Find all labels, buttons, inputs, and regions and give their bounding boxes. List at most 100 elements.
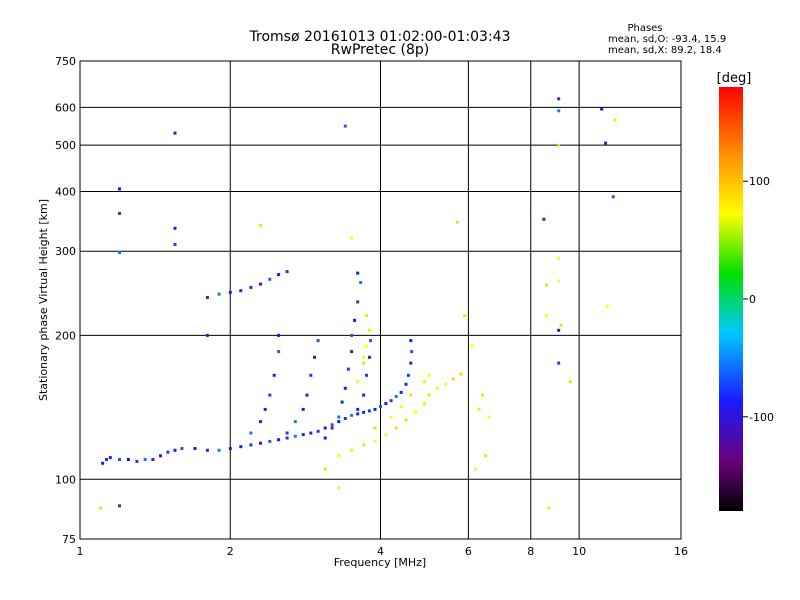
o-mode-point bbox=[173, 226, 177, 230]
x-mode-point bbox=[474, 467, 477, 471]
o-mode-point bbox=[249, 285, 253, 289]
x-mode-point bbox=[427, 393, 431, 397]
o-mode-point bbox=[239, 289, 243, 293]
x-mode-point bbox=[259, 223, 262, 227]
o-mode-point bbox=[343, 124, 347, 128]
y-tick-labels: 75 100 200 300 400 500 600 750 bbox=[55, 55, 76, 546]
x-mode-point bbox=[444, 382, 448, 386]
x-mode-point bbox=[606, 304, 609, 308]
o-mode-point bbox=[409, 361, 413, 365]
o-mode-point bbox=[259, 420, 262, 424]
o-mode-point bbox=[406, 373, 410, 377]
o-mode-point bbox=[259, 282, 262, 286]
o-mode-point bbox=[346, 367, 350, 371]
x-mode-point bbox=[559, 323, 563, 327]
o-mode-point bbox=[365, 373, 368, 377]
x-mode-point bbox=[451, 377, 455, 381]
x-mode-point bbox=[350, 448, 354, 452]
o-mode-point bbox=[151, 458, 155, 461]
o-mode-point bbox=[118, 211, 121, 215]
o-mode-point bbox=[118, 251, 121, 255]
o-mode-point bbox=[166, 450, 170, 454]
o-mode-point bbox=[217, 448, 221, 452]
o-mode-point bbox=[410, 350, 414, 354]
x-mode-point bbox=[367, 328, 371, 332]
o-mode-point bbox=[259, 441, 262, 445]
data-points bbox=[99, 97, 617, 510]
o-mode-point bbox=[350, 333, 354, 337]
o-mode-point bbox=[604, 141, 608, 145]
o-mode-point bbox=[557, 361, 561, 365]
o-mode-point bbox=[277, 438, 281, 442]
x-mode-point bbox=[544, 314, 548, 318]
x-mode-point bbox=[470, 344, 474, 348]
o-mode-point bbox=[356, 300, 360, 304]
x-mode-point bbox=[435, 386, 439, 390]
chart-title: Tromsø 20161013 01:02:00-01:03:43 bbox=[249, 29, 511, 45]
y-tick-label: 75 bbox=[62, 533, 76, 546]
x-mode-point bbox=[463, 314, 467, 318]
o-mode-point bbox=[557, 97, 561, 101]
x-mode-point bbox=[557, 143, 561, 147]
o-mode-point bbox=[330, 426, 334, 430]
o-mode-point bbox=[126, 458, 130, 461]
x-mode-point bbox=[362, 355, 366, 359]
o-mode-point bbox=[268, 393, 272, 397]
o-mode-point bbox=[337, 415, 341, 419]
x-mode-point bbox=[362, 443, 366, 447]
o-mode-point bbox=[205, 448, 209, 452]
o-mode-point bbox=[173, 131, 177, 135]
o-mode-point bbox=[301, 433, 305, 437]
x-mode-point bbox=[427, 373, 431, 377]
x-mode-point bbox=[484, 454, 488, 458]
o-mode-point bbox=[557, 328, 561, 332]
y-tick-label: 600 bbox=[55, 101, 76, 114]
o-mode-point bbox=[367, 355, 371, 359]
o-mode-point bbox=[384, 402, 388, 406]
x-mode-point bbox=[547, 506, 551, 510]
o-mode-point bbox=[309, 431, 313, 435]
o-mode-point bbox=[309, 373, 313, 377]
phase-o-stats: mean, sd,O: -93.4, 15.9 bbox=[608, 34, 726, 45]
x-tick-label: 4 bbox=[377, 545, 384, 558]
o-mode-point bbox=[285, 270, 289, 274]
o-mode-point bbox=[249, 431, 253, 435]
x-tick-labels: 1 2 4 6 8 10 16 bbox=[77, 545, 689, 558]
o-mode-point bbox=[173, 242, 177, 246]
x-mode-point bbox=[455, 220, 459, 224]
o-mode-point bbox=[323, 426, 327, 430]
o-mode-point bbox=[293, 420, 297, 424]
x-mode-point bbox=[323, 467, 327, 471]
x-tick-label: 8 bbox=[527, 545, 534, 558]
x-mode-point bbox=[557, 279, 561, 283]
x-mode-point bbox=[362, 361, 366, 365]
x-mode-point bbox=[423, 380, 426, 384]
x-mode-point bbox=[350, 236, 354, 240]
o-mode-point bbox=[301, 407, 305, 411]
o-mode-point bbox=[228, 290, 232, 294]
x-mode-point bbox=[557, 256, 561, 260]
y-tick-label: 500 bbox=[55, 139, 76, 152]
o-mode-point bbox=[277, 273, 281, 277]
o-mode-point bbox=[316, 339, 320, 343]
o-mode-point bbox=[173, 448, 177, 452]
o-mode-point bbox=[143, 458, 147, 461]
o-mode-point bbox=[362, 393, 366, 397]
o-mode-point bbox=[313, 355, 316, 359]
o-mode-point bbox=[277, 333, 281, 337]
x-mode-point bbox=[99, 506, 103, 510]
x-mode-point bbox=[394, 426, 398, 430]
x-mode-point bbox=[373, 426, 377, 430]
o-mode-point bbox=[268, 277, 272, 281]
o-mode-point bbox=[118, 187, 121, 191]
o-mode-point bbox=[369, 339, 372, 343]
o-mode-point bbox=[356, 271, 360, 275]
colorbar-tick-label: -100 bbox=[749, 411, 774, 424]
o-mode-point bbox=[340, 400, 344, 404]
x-mode-point bbox=[544, 283, 548, 287]
x-mode-point bbox=[373, 439, 377, 443]
colorbar-tick-label: 0 bbox=[749, 293, 756, 306]
o-mode-point bbox=[205, 296, 209, 299]
x-tick-label: 2 bbox=[227, 545, 234, 558]
o-mode-point bbox=[193, 447, 197, 450]
